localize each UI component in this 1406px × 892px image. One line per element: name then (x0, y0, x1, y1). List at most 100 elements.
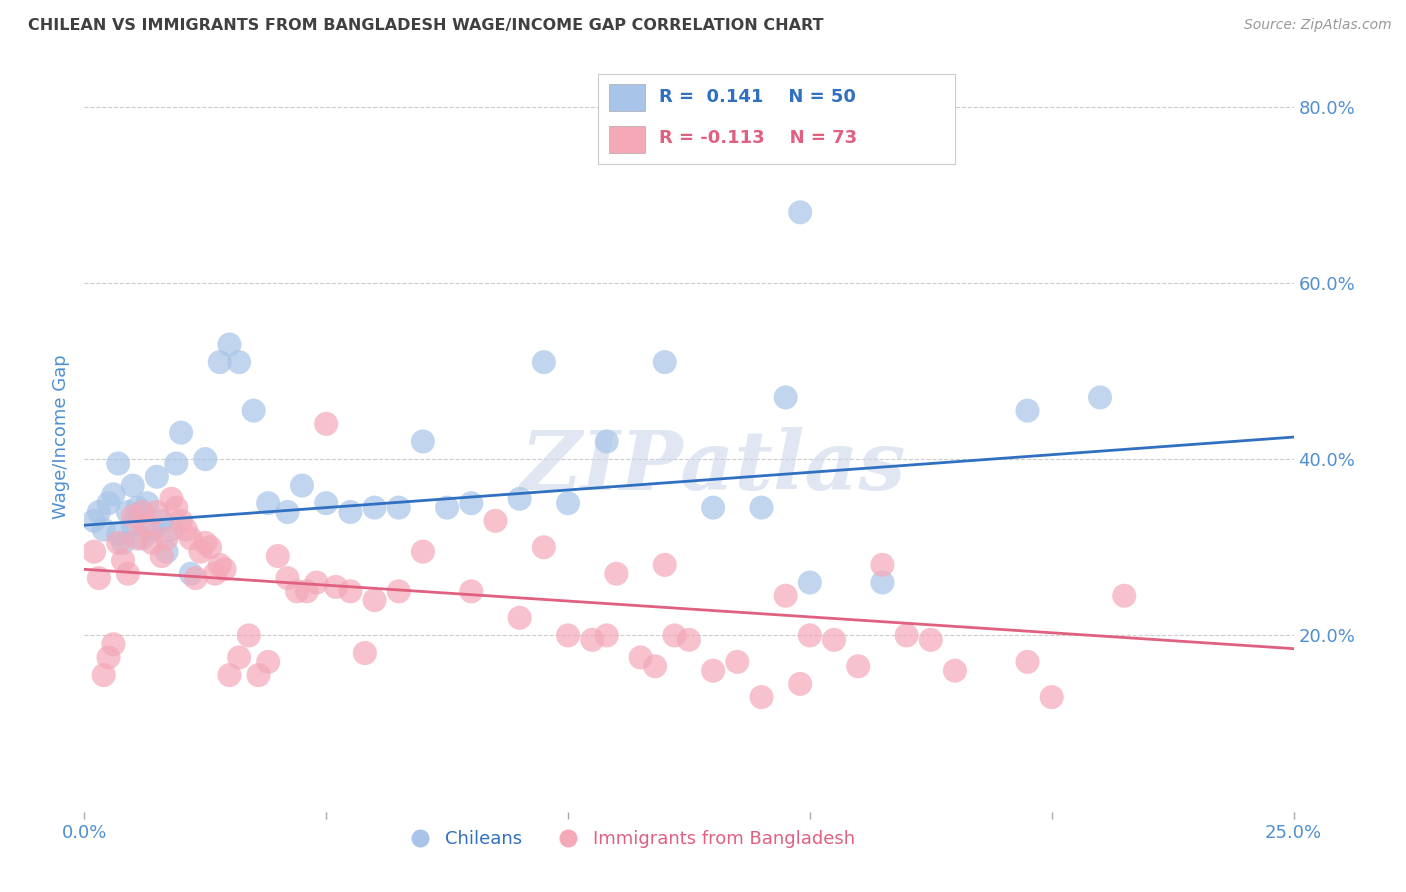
Point (83, 544, 105, 558)
Point (315, 417, 337, 431)
Point (412, 434, 434, 449)
Point (725, 655, 748, 669)
Point (97, 650, 120, 665)
Point (702, 664, 724, 678)
Y-axis label: Wage/Income Gap: Wage/Income Gap (52, 355, 70, 519)
Point (305, 575, 328, 590)
Point (315, 496, 337, 510)
Point (596, 434, 619, 449)
Point (295, 584, 318, 599)
Point (789, 677, 811, 691)
Point (285, 584, 308, 599)
Point (208, 558, 231, 572)
Point (117, 505, 139, 519)
Point (190, 544, 212, 558)
Point (93, 523, 115, 537)
Point (257, 496, 280, 510)
Point (789, 205, 811, 219)
Point (155, 544, 177, 558)
Point (83, 514, 105, 528)
Point (846, 659, 869, 673)
Point (242, 403, 264, 417)
Point (872, 575, 894, 590)
Point (155, 532, 177, 546)
Point (150, 514, 173, 528)
Point (117, 566, 139, 581)
Point (204, 566, 226, 581)
Point (775, 589, 797, 603)
Point (363, 500, 385, 515)
Point (557, 496, 579, 510)
Point (112, 536, 135, 550)
Point (107, 527, 129, 541)
Point (276, 571, 298, 585)
Point (484, 514, 506, 528)
Point (228, 355, 250, 369)
Point (872, 558, 894, 572)
Point (107, 457, 129, 471)
Point (751, 690, 773, 705)
Point (165, 457, 187, 471)
Point (194, 452, 217, 467)
Point (605, 566, 627, 581)
Point (460, 584, 482, 599)
Point (97, 496, 120, 510)
Point (184, 571, 207, 585)
Point (87, 571, 110, 585)
Point (121, 478, 143, 492)
Point (136, 496, 159, 510)
Point (103, 487, 125, 501)
Point (1017, 655, 1039, 669)
Point (180, 566, 202, 581)
Point (363, 593, 385, 607)
Point (460, 496, 482, 510)
Point (93, 668, 115, 682)
Point (180, 532, 202, 546)
Text: ZIPatlas: ZIPatlas (520, 427, 905, 507)
Point (436, 500, 458, 515)
Text: CHILEAN VS IMMIGRANTS FROM BANGLADESH WAGE/INCOME GAP CORRELATION CHART: CHILEAN VS IMMIGRANTS FROM BANGLADESH WA… (28, 18, 824, 33)
Point (160, 523, 183, 537)
Point (170, 514, 193, 528)
Point (103, 637, 125, 651)
Point (174, 523, 197, 537)
Point (654, 355, 676, 369)
Point (1017, 403, 1039, 417)
Point (943, 664, 966, 678)
Legend: Chileans, Immigrants from Bangladesh: Chileans, Immigrants from Bangladesh (395, 822, 862, 855)
Point (267, 549, 290, 563)
Point (412, 544, 434, 558)
Point (533, 541, 555, 555)
Point (1088, 391, 1111, 405)
Point (596, 628, 619, 642)
Point (194, 536, 217, 550)
Point (630, 650, 652, 665)
Point (146, 505, 169, 519)
Point (257, 655, 280, 669)
Point (509, 611, 531, 625)
Point (214, 562, 236, 576)
Point (823, 632, 845, 647)
Point (141, 523, 163, 537)
Point (920, 632, 942, 647)
Point (654, 558, 676, 572)
Point (228, 650, 250, 665)
Point (896, 628, 918, 642)
Point (509, 491, 531, 506)
Point (131, 532, 153, 546)
Point (276, 505, 298, 519)
Point (127, 532, 149, 546)
Point (146, 469, 169, 483)
Point (775, 391, 797, 405)
Point (131, 505, 153, 519)
Point (325, 580, 347, 594)
Point (247, 668, 270, 682)
Point (354, 646, 377, 660)
Point (751, 500, 773, 515)
Point (121, 509, 143, 524)
Point (339, 584, 361, 599)
Point (141, 536, 163, 550)
Point (581, 632, 603, 647)
Point (799, 575, 821, 590)
Point (112, 553, 135, 567)
